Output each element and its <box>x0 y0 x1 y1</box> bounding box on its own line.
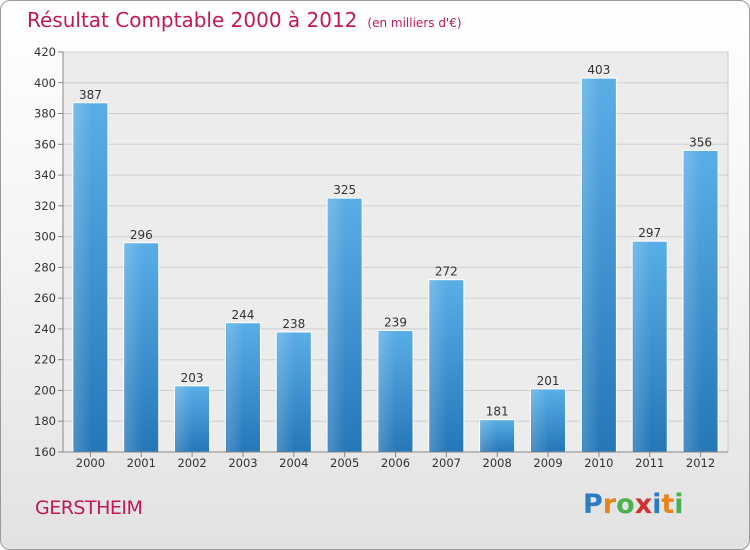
bar-highlight <box>175 386 194 451</box>
brand-logo-letter: i <box>652 489 662 520</box>
brand-logo-letter: o <box>616 489 635 520</box>
brand-logo-letter: t <box>661 489 675 520</box>
data-label: 239 <box>384 315 407 329</box>
x-tick-label: 2010 <box>584 456 613 470</box>
data-label: 272 <box>435 265 458 279</box>
y-tick-label: 400 <box>34 76 56 90</box>
y-tick-label: 360 <box>34 137 56 151</box>
x-tick-label: 2012 <box>686 456 715 470</box>
y-axis: 160 180 200 220 240 260 280 300 320 340 360 380 400 4… <box>34 45 64 459</box>
data-label: 181 <box>486 405 509 419</box>
chart-title: Résultat Comptable 2000 à 2012 <box>27 8 358 32</box>
x-tick-label: 2006 <box>381 456 410 470</box>
y-tick-label: 320 <box>34 199 56 213</box>
x-tick-label: 2008 <box>483 456 512 470</box>
x-axis: 2000 2001 2002 2003 2004 2005 2006 2007 2008 2009… <box>63 451 728 470</box>
x-tick-label: 2003 <box>228 456 257 470</box>
y-tick-label: 380 <box>34 107 56 121</box>
data-label: 201 <box>537 374 560 388</box>
bar-highlight <box>582 79 600 452</box>
data-label: 325 <box>333 183 356 197</box>
bar-highlight <box>684 151 702 451</box>
y-tick-label: 220 <box>34 353 56 367</box>
brand-logo: Proxiti <box>583 489 684 520</box>
bar-highlight <box>124 243 143 451</box>
data-label: 296 <box>130 228 153 242</box>
y-tick-label: 280 <box>34 260 56 274</box>
data-label: 387 <box>79 88 102 102</box>
commune-name: GERSTHEIM <box>35 497 143 519</box>
data-label: 244 <box>232 308 255 322</box>
chart-subtitle: (en milliers d'€) <box>367 16 462 30</box>
brand-logo-letter: P <box>583 489 603 520</box>
bar-highlight <box>328 199 346 451</box>
bar-highlight <box>73 103 92 452</box>
y-tick-label: 300 <box>34 230 56 244</box>
bar-highlight <box>379 331 397 451</box>
data-label: 356 <box>689 135 712 149</box>
x-tick-label: 2004 <box>279 456 308 470</box>
y-tick-label: 180 <box>34 414 56 428</box>
y-tick-label: 420 <box>34 45 56 59</box>
bars: 387 296 203 244 238 325 239 272 181 201 403 297 356 <box>72 63 719 453</box>
brand-logo-letter: r <box>602 489 617 520</box>
title-row: Résultat Comptable 2000 à 2012 (en millie… <box>27 8 462 32</box>
data-label: 297 <box>638 226 661 240</box>
y-tick-label: 260 <box>34 291 56 305</box>
y-tick-label: 200 <box>34 383 56 397</box>
x-tick-label: 2007 <box>432 456 461 470</box>
x-tick-label: 2005 <box>330 456 359 470</box>
bar-highlight <box>633 242 651 451</box>
brand-logo-letter: x <box>634 489 653 520</box>
x-tick-label: 2002 <box>177 456 206 470</box>
brand-logo-letter: i <box>674 489 684 520</box>
bar-highlight <box>531 389 550 451</box>
bar-highlight <box>480 420 499 451</box>
x-tick-label: 2009 <box>533 456 562 470</box>
x-tick-label: 2011 <box>635 456 664 470</box>
data-label: 238 <box>282 317 305 331</box>
x-tick-label: 2001 <box>127 456 156 470</box>
bar-highlight <box>277 333 295 451</box>
y-tick-label: 160 <box>34 445 56 459</box>
data-label: 203 <box>181 371 204 385</box>
y-tick-label: 240 <box>34 322 56 336</box>
data-label: 403 <box>587 63 610 77</box>
bar-highlight <box>226 323 244 451</box>
bar-highlight <box>429 280 448 451</box>
y-tick-label: 340 <box>34 168 56 182</box>
x-tick-label: 2000 <box>76 456 105 470</box>
